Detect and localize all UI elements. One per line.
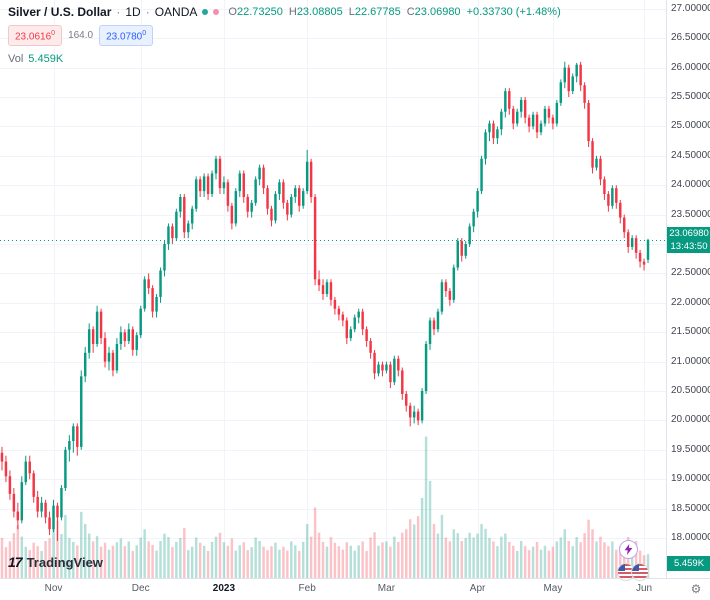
market-status-dot-icon[interactable]	[202, 9, 209, 15]
open-value: 22.73250	[236, 6, 283, 18]
tradingview-logo-text: TradingView	[26, 554, 103, 570]
price-tick-label: 22.00000	[671, 296, 710, 308]
spread-value: 164.0	[68, 30, 94, 42]
time-axis-month-label: 2023	[212, 583, 236, 594]
close-label: C	[406, 6, 415, 18]
price-tick-label: 25.50000	[671, 91, 710, 103]
price-tick-label: 27.00000	[671, 2, 710, 14]
symbol-row: Silver / U.S. Dollar · 1D · OANDA O22.73…	[8, 5, 561, 19]
symbol-title[interactable]: Silver / U.S. Dollar	[8, 5, 112, 19]
price-tick-label: 23.50000	[671, 208, 710, 220]
price-tick-label: 21.50000	[671, 326, 710, 338]
sell-button[interactable]: 23.06160	[8, 25, 63, 47]
volume-axis-badge: 5.459K	[667, 556, 710, 571]
last-price-badge: 23.06980 13:43:50	[667, 226, 710, 253]
time-axis[interactable]: Nov Dec 2023 Feb Mar Apr May Jun	[0, 578, 710, 600]
time-axis-month-label: Apr	[469, 583, 486, 594]
high-value: 23.08805	[296, 6, 343, 18]
price-tick-label: 18.00000	[671, 532, 710, 544]
time-axis-month-label: May	[543, 583, 563, 594]
buy-button[interactable]: 23.07800	[99, 25, 154, 47]
flag-icon	[617, 563, 635, 581]
flag-icon	[631, 563, 649, 581]
price-tick-label: 19.00000	[671, 473, 710, 485]
price-tick-label: 26.50000	[671, 32, 710, 44]
time-axis-month-label: Mar	[377, 583, 396, 594]
flash-event-button[interactable]	[619, 540, 638, 559]
close-value: 23.06980	[414, 6, 461, 18]
sell-price-sup: 0	[51, 30, 56, 37]
buy-price-sup: 0	[142, 30, 147, 37]
price-tick-label: 25.00000	[671, 120, 710, 132]
lightning-icon	[624, 544, 633, 555]
price-tick-label: 18.50000	[671, 502, 710, 514]
last-price-value: 23.06980	[669, 227, 709, 239]
bid-ask-row: 23.06160 164.0 23.07800	[8, 25, 561, 47]
time-axis-month-label: Jun	[635, 583, 653, 594]
notification-dot-icon[interactable]	[213, 9, 220, 15]
separator: ·	[116, 5, 121, 19]
ohlc-values: O22.73250 H23.08805 L22.67785 C23.06980 …	[228, 6, 560, 18]
change-value: +0.33730 (+1.48%)	[466, 6, 561, 18]
interval-label[interactable]: 1D	[125, 5, 141, 19]
time-axis-month-label: Nov	[44, 583, 63, 594]
volume-row: Vol 5.459K	[8, 53, 561, 65]
open-label: O	[228, 6, 237, 18]
tradingview-logo-mark-icon: 17	[8, 554, 23, 570]
chart-legend: Silver / U.S. Dollar · 1D · OANDA O22.73…	[8, 5, 561, 65]
volume-label[interactable]: Vol	[8, 53, 24, 66]
price-tick-label: 26.00000	[671, 61, 710, 73]
exchange-label[interactable]: OANDA	[154, 5, 198, 19]
time-axis-month-label: Dec	[131, 583, 150, 594]
price-tick-label: 19.50000	[671, 443, 710, 455]
bar-countdown: 13:43:50	[670, 240, 708, 252]
price-tick-label: 20.00000	[671, 414, 710, 426]
price-tick-label: 22.50000	[671, 267, 710, 279]
separator: ·	[145, 5, 150, 19]
price-axis[interactable]: 23.06980 13:43:50 5.459K 27.00000 26.5000…	[666, 0, 710, 578]
low-value: 22.67785	[354, 6, 401, 18]
price-tick-label: 24.00000	[671, 179, 710, 191]
axis-settings-gear-icon[interactable]: ⚙	[690, 582, 702, 596]
price-tick-label: 21.00000	[671, 355, 710, 367]
candlestick-chart-pane[interactable]	[0, 0, 666, 578]
volume-value: 5.459K	[28, 53, 64, 66]
price-tick-label: 20.50000	[671, 385, 710, 397]
low-label: L	[348, 6, 355, 18]
instrument-pair-icons[interactable]	[617, 563, 649, 581]
high-label: H	[288, 6, 297, 18]
price-tick-label: 24.50000	[671, 149, 710, 161]
tradingview-logo[interactable]: 17 TradingView	[8, 554, 103, 570]
time-axis-month-label: Feb	[298, 583, 316, 594]
